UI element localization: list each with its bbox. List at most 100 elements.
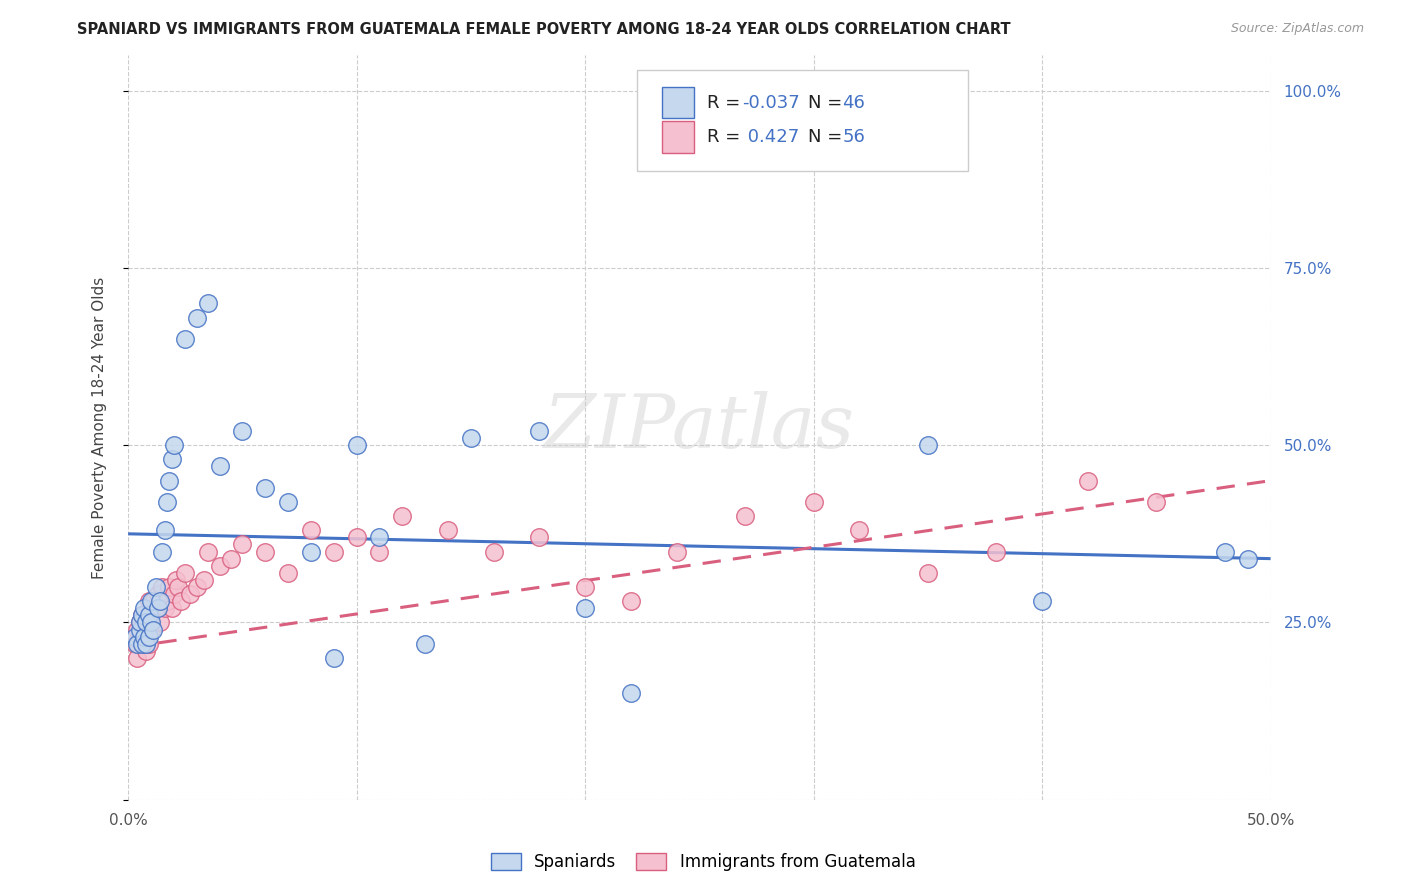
Point <box>135 615 157 630</box>
Point <box>139 623 162 637</box>
Point <box>529 530 551 544</box>
Point <box>138 594 160 608</box>
Text: -0.037: -0.037 <box>741 94 800 112</box>
Point <box>734 112 756 126</box>
Point <box>156 594 179 608</box>
Point <box>139 594 162 608</box>
Point <box>157 580 180 594</box>
Point <box>153 601 176 615</box>
Point <box>1031 594 1053 608</box>
Text: Source: ZipAtlas.com: Source: ZipAtlas.com <box>1230 22 1364 36</box>
Point <box>160 452 183 467</box>
Point <box>149 615 172 630</box>
Point <box>152 580 174 594</box>
Point <box>848 523 870 537</box>
Point <box>131 637 153 651</box>
Point <box>391 509 413 524</box>
Point <box>208 459 231 474</box>
Y-axis label: Female Poverty Among 18-24 Year Olds: Female Poverty Among 18-24 Year Olds <box>93 277 107 579</box>
Point <box>413 637 436 651</box>
Point <box>734 509 756 524</box>
Point <box>127 623 149 637</box>
Point <box>529 424 551 438</box>
Point <box>174 332 197 346</box>
Point <box>779 104 801 119</box>
Text: N =: N = <box>808 94 848 112</box>
Text: R =: R = <box>707 94 747 112</box>
Point <box>135 615 157 630</box>
Point <box>139 615 162 630</box>
Text: SPANIARD VS IMMIGRANTS FROM GUATEMALA FEMALE POVERTY AMONG 18-24 YEAR OLDS CORRE: SPANIARD VS IMMIGRANTS FROM GUATEMALA FE… <box>77 22 1011 37</box>
Point <box>803 495 825 509</box>
Point <box>134 601 156 615</box>
Point <box>620 686 643 700</box>
Point <box>254 544 277 558</box>
Point <box>986 544 1008 558</box>
Point <box>254 481 277 495</box>
Point <box>460 431 482 445</box>
Point <box>231 537 253 551</box>
Point <box>131 608 153 623</box>
Point <box>163 438 186 452</box>
Point <box>149 594 172 608</box>
Point <box>665 544 688 558</box>
Point <box>574 601 596 615</box>
Point <box>138 608 160 623</box>
Point <box>146 601 169 615</box>
Point <box>160 601 183 615</box>
Point <box>322 544 344 558</box>
Point <box>142 623 165 637</box>
Point <box>368 544 391 558</box>
Point <box>165 573 187 587</box>
Point <box>208 558 231 573</box>
Point <box>174 566 197 580</box>
FancyBboxPatch shape <box>637 70 967 170</box>
Point <box>135 637 157 651</box>
Text: 56: 56 <box>842 128 865 146</box>
Point <box>128 615 150 630</box>
Point <box>135 644 157 658</box>
Point <box>156 495 179 509</box>
Point <box>917 566 939 580</box>
Point <box>127 637 149 651</box>
Point <box>299 523 322 537</box>
Point <box>152 544 174 558</box>
Point <box>219 551 242 566</box>
Point <box>368 530 391 544</box>
Point <box>128 615 150 630</box>
Point <box>1236 551 1258 566</box>
Point <box>131 608 153 623</box>
Point <box>131 637 153 651</box>
Point <box>917 438 939 452</box>
Point <box>346 530 368 544</box>
Point <box>145 601 167 615</box>
Point <box>1144 495 1167 509</box>
Point <box>179 587 201 601</box>
Point <box>157 474 180 488</box>
Point <box>134 637 156 651</box>
Text: ZIPatlas: ZIPatlas <box>544 392 855 464</box>
Point <box>437 523 460 537</box>
Point <box>124 630 146 644</box>
Text: 46: 46 <box>842 94 865 112</box>
Point <box>574 580 596 594</box>
Point <box>138 630 160 644</box>
Point <box>146 587 169 601</box>
Point <box>277 495 299 509</box>
Point <box>124 637 146 651</box>
Point <box>153 523 176 537</box>
Point <box>170 594 193 608</box>
Point <box>127 651 149 665</box>
Point <box>134 630 156 644</box>
Point <box>346 438 368 452</box>
Point <box>193 573 215 587</box>
Point <box>197 544 219 558</box>
Point <box>197 296 219 310</box>
Text: N =: N = <box>808 128 848 146</box>
Text: R =: R = <box>707 128 747 146</box>
Point <box>1077 474 1099 488</box>
Legend: Spaniards, Immigrants from Guatemala: Spaniards, Immigrants from Guatemala <box>482 845 924 880</box>
Point <box>163 587 186 601</box>
Point <box>128 623 150 637</box>
Point <box>134 623 156 637</box>
